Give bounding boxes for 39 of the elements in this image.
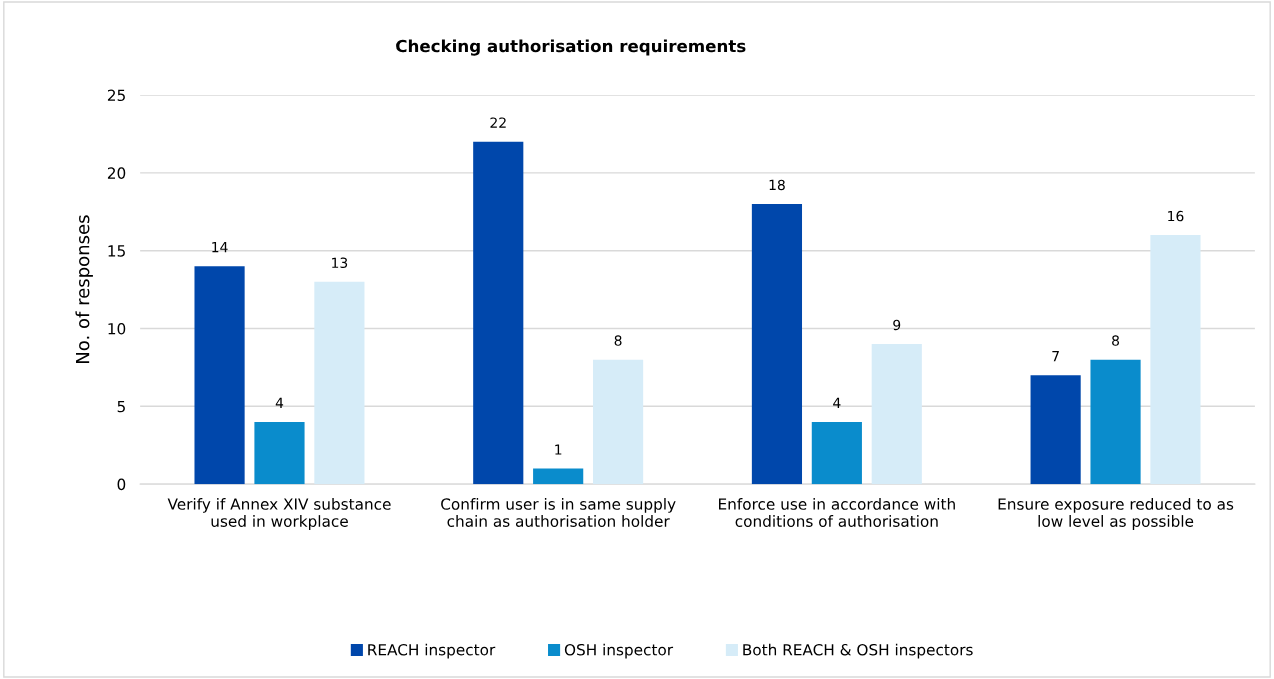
legend-label: REACH inspector bbox=[368, 643, 496, 659]
legend-label: Both REACH & OSH inspectors bbox=[743, 643, 973, 659]
data-label: 14 bbox=[212, 242, 228, 253]
bar bbox=[811, 421, 862, 485]
data-label: 8 bbox=[1112, 335, 1120, 346]
y-tick-label: 25 bbox=[107, 89, 125, 102]
bar bbox=[871, 344, 922, 485]
data-label: 4 bbox=[833, 397, 841, 408]
data-label: 8 bbox=[614, 335, 622, 346]
y-tick-label: 0 bbox=[117, 478, 126, 491]
data-label: 18 bbox=[769, 179, 785, 191]
x-tick-label: Confirm user is in same supply chain as authorisation holder bbox=[441, 498, 676, 527]
y-tick-label: 20 bbox=[107, 167, 126, 179]
bar bbox=[1030, 375, 1081, 485]
bar bbox=[533, 468, 584, 485]
y-axis-title: No. of responses bbox=[75, 215, 93, 363]
bar bbox=[751, 204, 803, 485]
data-label: 7 bbox=[1052, 351, 1059, 362]
data-label: 1 bbox=[555, 444, 562, 455]
data-label: 22 bbox=[490, 117, 506, 128]
x-tick-label: Ensure exposure reduced to as low level as possible bbox=[998, 498, 1234, 530]
bar bbox=[194, 266, 245, 485]
data-label: 9 bbox=[893, 319, 901, 331]
legend-label: OSH inspector bbox=[564, 643, 674, 659]
data-label: 16 bbox=[1168, 210, 1184, 222]
x-tick-label: Enforce use in accordance with conditions of authorisation bbox=[719, 498, 955, 527]
data-label: 4 bbox=[275, 397, 284, 408]
data-label: 13 bbox=[332, 257, 348, 269]
bar bbox=[254, 421, 305, 485]
bar bbox=[314, 281, 365, 485]
x-tick-label: Verify if Annex XIV substance used in workplace bbox=[167, 498, 391, 530]
y-tick-label: 15 bbox=[108, 245, 125, 257]
bar bbox=[1150, 235, 1201, 485]
bar bbox=[1090, 359, 1141, 485]
y-tick-label: 10 bbox=[108, 322, 126, 335]
chart-title: Checking authorisation requirements bbox=[396, 39, 746, 56]
y-tick-label: 5 bbox=[117, 400, 125, 413]
bar bbox=[593, 359, 644, 485]
bar bbox=[473, 141, 524, 485]
